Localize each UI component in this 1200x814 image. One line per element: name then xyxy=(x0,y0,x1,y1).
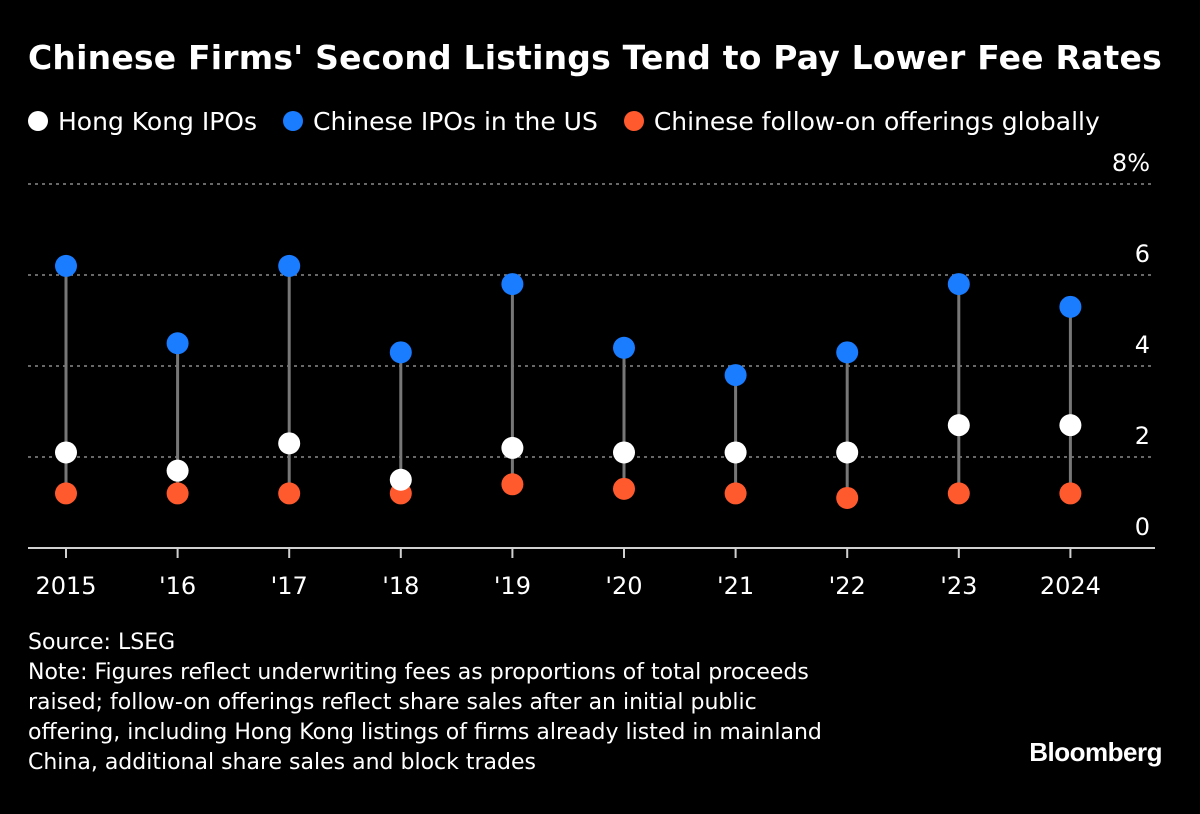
legend-item-chinese-ipos-us: Chinese IPOs in the US xyxy=(283,107,598,136)
y-tick-label: 2 xyxy=(1135,422,1150,450)
dot-hong-kong-ipos xyxy=(613,441,635,464)
dot-chinese-ipos-us xyxy=(613,336,635,359)
chart-title: Chinese Firms' Second Listings Tend to P… xyxy=(28,38,1162,77)
y-tick-label: 0 xyxy=(1135,513,1150,541)
legend-marker-chinese-ipos-us xyxy=(283,111,304,131)
dot-follow-on-offerings xyxy=(613,477,635,500)
dot-follow-on-offerings xyxy=(836,486,859,509)
legend-marker-follow-on-offerings xyxy=(623,111,644,131)
bloomberg-logo: Bloomberg xyxy=(1029,737,1162,767)
dot-hong-kong-ipos xyxy=(836,441,859,464)
source-text: Source: LSEG xyxy=(28,630,176,655)
dot-follow-on-offerings xyxy=(55,482,77,505)
legend-item-hong-kong-ipos: Hong Kong IPOs xyxy=(28,107,257,136)
x-tick-label: '23 xyxy=(940,572,977,600)
note-line: raised; follow-on offerings reflect shar… xyxy=(28,690,757,715)
y-tick-label: 4 xyxy=(1135,331,1150,359)
dot-chinese-ipos-us xyxy=(389,341,412,364)
dot-chinese-ipos-us xyxy=(724,364,747,387)
dot-hong-kong-ipos xyxy=(947,414,970,437)
note-line: China, additional share sales and block … xyxy=(28,750,536,775)
x-tick-label: 2024 xyxy=(1040,572,1101,600)
dot-chinese-ipos-us xyxy=(1059,295,1082,318)
dot-follow-on-offerings xyxy=(278,482,301,505)
y-tick-label: 6 xyxy=(1135,240,1150,268)
x-tick-label: 2015 xyxy=(35,572,96,600)
dot-follow-on-offerings xyxy=(166,482,189,505)
x-tick-label: '21 xyxy=(717,572,754,600)
footer: Source: LSEG Note: Figures reflect under… xyxy=(28,628,928,778)
dot-chinese-ipos-us xyxy=(501,273,524,296)
dot-hong-kong-ipos xyxy=(278,432,301,455)
dot-chinese-ipos-us xyxy=(166,332,189,355)
dot-hong-kong-ipos xyxy=(166,459,189,482)
legend: Hong Kong IPOs Chinese IPOs in the US Ch… xyxy=(28,104,1126,138)
dot-follow-on-offerings xyxy=(724,482,747,505)
x-tick-label: '20 xyxy=(605,572,642,600)
note-line: offering, including Hong Kong listings o… xyxy=(28,720,822,745)
x-axis: 2015 '16 '17 '18 '19 '20 '21 '22 '23 2024 xyxy=(35,548,1101,600)
x-tick-label: '17 xyxy=(271,572,308,600)
dot-stems xyxy=(64,265,1072,498)
x-tick-label: '16 xyxy=(159,572,196,600)
y-tick-label: 8% xyxy=(1112,149,1150,177)
dot-chinese-ipos-us xyxy=(278,254,301,277)
dot-hong-kong-ipos xyxy=(724,441,747,464)
x-tick-label: '18 xyxy=(382,572,419,600)
dot-hong-kong-ipos xyxy=(1059,414,1082,437)
dot-chinese-ipos-us xyxy=(947,273,970,296)
dot-chinese-ipos-us xyxy=(836,341,859,364)
dot-follow-on-offerings xyxy=(947,482,970,505)
dot-hong-kong-ipos xyxy=(55,441,77,464)
chart-plot: 0 2 4 6 8% 2015 '16 '17 '18 '19 '20 '21 '22 '23 2024 xyxy=(28,149,1155,600)
legend-marker-hong-kong-ipos xyxy=(28,111,48,131)
data-points xyxy=(55,254,1082,509)
dot-chinese-ipos-us xyxy=(55,254,77,277)
x-tick-label: '22 xyxy=(829,572,866,600)
y-axis-labels: 0 2 4 6 8% xyxy=(1112,149,1150,541)
legend-label: Hong Kong IPOs xyxy=(58,106,258,136)
x-tick-label: '19 xyxy=(494,572,531,600)
legend-label: Chinese follow-on offerings globally xyxy=(653,106,1100,136)
dot-follow-on-offerings xyxy=(501,473,524,496)
legend-label: Chinese IPOs in the US xyxy=(313,106,598,136)
note-line: Note: Figures reflect underwriting fees … xyxy=(28,660,809,685)
legend-item-follow-on-offerings: Chinese follow-on offerings globally xyxy=(623,106,1100,136)
grid-lines xyxy=(28,183,1155,549)
dot-hong-kong-ipos xyxy=(501,436,524,459)
dot-follow-on-offerings xyxy=(1059,482,1082,505)
dot-hong-kong-ipos xyxy=(389,468,412,491)
